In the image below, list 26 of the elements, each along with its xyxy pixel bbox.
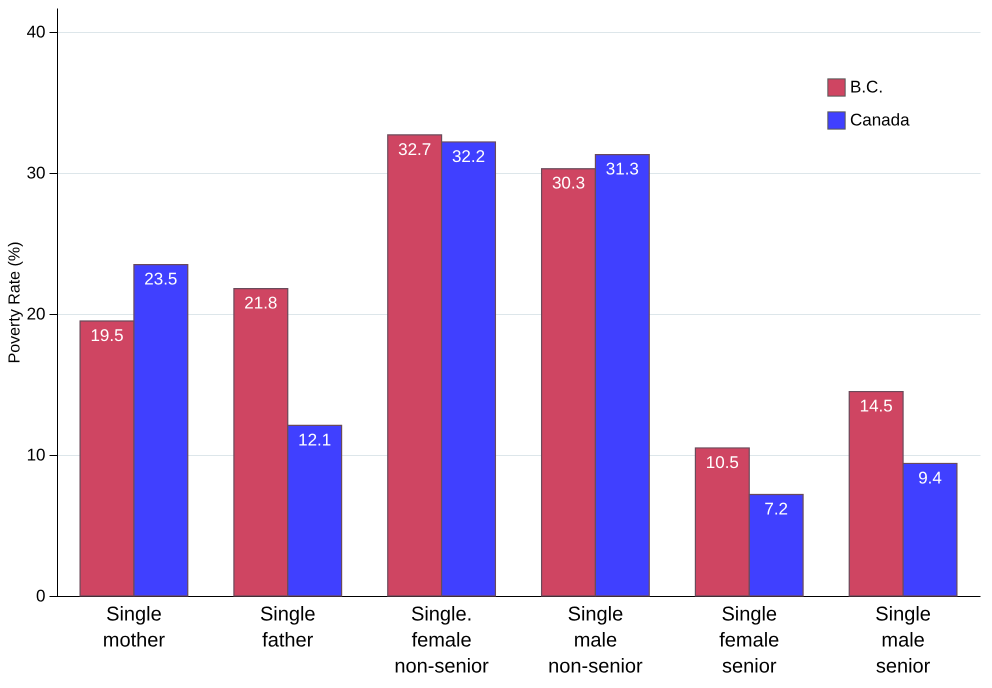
data-label: 7.2 bbox=[764, 499, 788, 518]
y-tick-label: 30 bbox=[26, 163, 46, 182]
y-tick-label: 0 bbox=[36, 586, 46, 606]
y-tick-label: 10 bbox=[26, 445, 46, 464]
x-tick-label: Single male non-senior bbox=[548, 604, 643, 678]
y-axis-title: Poverty Rate (%) bbox=[6, 242, 24, 364]
data-label: 23.5 bbox=[144, 270, 178, 289]
data-label: 32.7 bbox=[398, 140, 432, 159]
legend-label: B.C. bbox=[850, 78, 884, 96]
x-tick-label: Single female senior bbox=[719, 604, 780, 678]
x-tick-label: Single mother bbox=[102, 604, 166, 652]
y-tick-label: 40 bbox=[26, 22, 46, 42]
data-label: 19.5 bbox=[90, 326, 124, 346]
y-tick-label: 20 bbox=[26, 304, 46, 324]
data-label: 32.2 bbox=[452, 146, 486, 166]
data-label: 12.1 bbox=[298, 430, 332, 450]
data-label: 30.3 bbox=[552, 174, 586, 193]
legend-label: Canada bbox=[850, 110, 910, 130]
data-label: 21.8 bbox=[244, 294, 278, 313]
x-tick-label: Single male senior bbox=[875, 604, 931, 678]
data-label: 9.4 bbox=[918, 468, 942, 488]
x-tick-label: Single. female non-senior bbox=[394, 604, 490, 678]
data-label: 14.5 bbox=[860, 396, 893, 416]
data-label: 31.3 bbox=[606, 160, 639, 179]
x-tick-label: Single father bbox=[260, 604, 316, 652]
data-label: 10.5 bbox=[706, 452, 739, 472]
